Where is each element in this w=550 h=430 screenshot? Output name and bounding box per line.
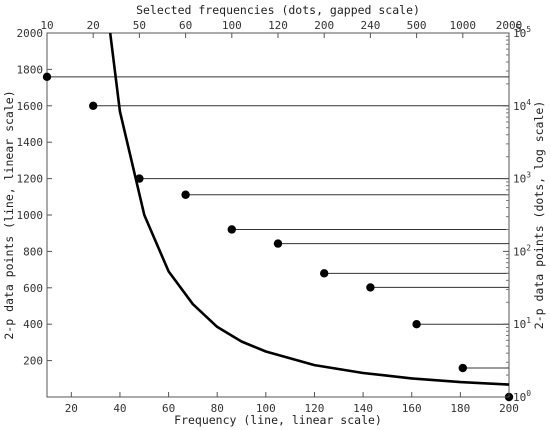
- data-dot: [89, 101, 98, 111]
- y-right-tick-label: 101: [513, 316, 531, 331]
- right-axis-ticks: 100 101 102 103 104 105: [503, 25, 531, 404]
- data-dot: [273, 239, 283, 248]
- top-axis-title: Selected frequencies (dots, gapped scale…: [136, 3, 420, 17]
- y-left-tick-label: 800: [23, 245, 43, 258]
- y-right-tick-label: 103: [513, 171, 531, 186]
- x-tick-label: 60: [162, 402, 175, 415]
- dot-lines-group: [47, 76, 509, 369]
- top-tick-label: 60: [179, 19, 192, 32]
- y-right-axis-title: 2-p data points (dots, log scale): [532, 101, 546, 329]
- top-tick-label: 1000: [450, 19, 477, 32]
- y-right-tick-label: 104: [513, 98, 531, 113]
- dots-group: [42, 72, 514, 402]
- top-tick-label: 100: [222, 19, 242, 32]
- y-left-tick-label: 400: [23, 318, 43, 331]
- y-left-tick-label: 200: [23, 355, 43, 368]
- x-tick-label: 140: [353, 402, 373, 415]
- y-left-tick-label: 1000: [17, 209, 44, 222]
- data-dot: [181, 190, 190, 199]
- data-dot: [366, 283, 375, 292]
- x-tick-label: 120: [305, 402, 325, 415]
- y-left-tick-label: 1400: [17, 136, 44, 149]
- bottom-axis-ticks: 20 40 60 80 100 120 140 160 180 200: [65, 392, 519, 415]
- x-tick-label: 20: [65, 402, 78, 415]
- y-right-tick-label: 102: [513, 243, 531, 258]
- data-dot: [135, 174, 144, 183]
- top-tick-label: 10: [40, 19, 53, 32]
- top-tick-label: 500: [407, 19, 427, 32]
- left-axis-ticks: 200 400 600 800 1000 1200 1400 1600 1800 2000: [17, 27, 52, 368]
- top-tick-label: 2000: [496, 19, 523, 32]
- x-tick-label: 80: [211, 402, 224, 415]
- data-dot: [458, 363, 467, 373]
- top-tick-label: 20: [87, 19, 100, 32]
- x-tick-label: 40: [113, 402, 126, 415]
- top-tick-label: 240: [360, 19, 380, 32]
- top-tick-label: 120: [268, 19, 288, 32]
- top-axis-exponent: 5: [515, 22, 522, 35]
- data-dot: [227, 225, 236, 234]
- y-left-tick-label: 2000: [17, 27, 44, 40]
- x-tick-label: 200: [499, 402, 519, 415]
- y-left-tick-label: 600: [23, 282, 43, 295]
- y-right-tick-label: 100: [513, 389, 531, 404]
- top-tick-label: 50: [133, 19, 146, 32]
- x-tick-label: 160: [402, 402, 422, 415]
- x-tick-label: 100: [256, 402, 276, 415]
- top-tick-label: 200: [314, 19, 334, 32]
- y-right-tick-label: 105: [513, 25, 531, 40]
- x-axis-title: Frequency (line, linear scale): [174, 413, 382, 427]
- data-dot: [42, 72, 52, 82]
- y-left-tick-label: 1600: [17, 100, 44, 113]
- y-left-axis-title: 2-p data points (line, linear scale): [2, 90, 16, 339]
- data-dot: [412, 320, 421, 329]
- x-tick-label: 180: [450, 402, 470, 415]
- y-left-tick-label: 1800: [17, 63, 44, 76]
- data-dot: [320, 269, 329, 278]
- y-left-tick-label: 1200: [17, 173, 44, 186]
- frequency-line-series: [108, 32, 510, 386]
